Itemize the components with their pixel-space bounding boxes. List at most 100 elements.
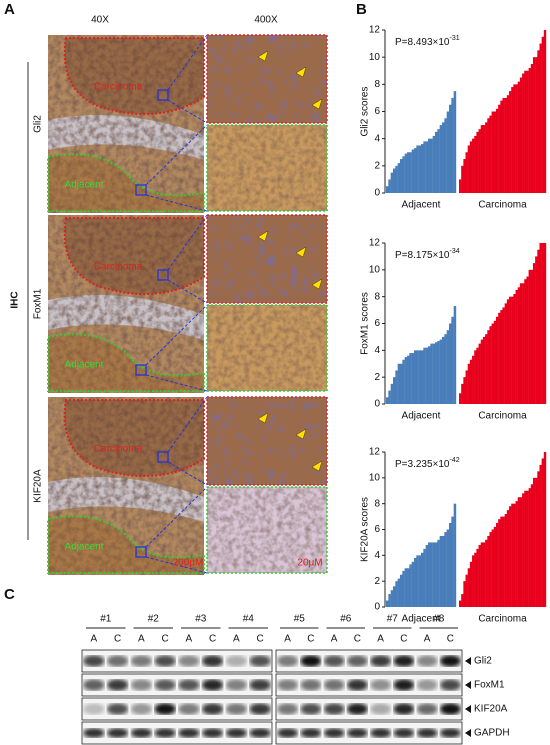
bar (541, 458, 545, 607)
protein-label: KIF20A (474, 704, 508, 715)
y-tick-label: 10 (369, 472, 381, 483)
bar (421, 552, 424, 607)
row-label: Gli2 (33, 115, 44, 133)
lane-label: A (91, 634, 98, 645)
bar (461, 594, 464, 607)
region-label: Carcinoma (94, 82, 143, 93)
blot-band (249, 679, 271, 691)
blot-band (83, 728, 105, 738)
zoom-line (145, 556, 208, 574)
bar (532, 477, 536, 607)
lane-label: C (447, 634, 454, 645)
adjacent-region (47, 333, 205, 392)
region-label: Carcinoma (94, 262, 143, 273)
bar (493, 526, 497, 607)
bar (428, 542, 431, 607)
bar (386, 600, 389, 607)
bar (449, 523, 452, 607)
bar (517, 81, 521, 193)
bar (519, 283, 523, 404)
sample-label: #8 (433, 614, 445, 625)
bar (513, 84, 516, 193)
bar (498, 519, 501, 607)
bar (509, 506, 512, 607)
bar (430, 138, 433, 193)
blot-band (346, 679, 368, 691)
bar (461, 165, 464, 193)
lane-label: C (114, 634, 121, 645)
protein-label: GAPDH (474, 728, 510, 739)
bar (519, 77, 523, 193)
bar (522, 283, 525, 404)
row-label: FoxM1 (33, 288, 44, 319)
side-label: IHC (10, 291, 21, 308)
magnified-frame (206, 34, 328, 124)
blot-band (370, 679, 392, 691)
blot-band (370, 703, 392, 715)
magnified-frame (206, 304, 328, 392)
bar (502, 97, 505, 193)
blot-band (393, 655, 415, 667)
bar (478, 343, 481, 404)
region-label: Carcinoma (94, 444, 143, 455)
blot-band (439, 679, 461, 691)
category-label: Carcinoma (478, 200, 527, 211)
zoom-line (167, 461, 208, 486)
bar (432, 542, 436, 607)
bar (539, 43, 542, 194)
y-tick-label: 2 (374, 160, 380, 171)
bar (386, 186, 389, 193)
blot-band (300, 679, 322, 691)
bar (411, 561, 415, 607)
y-tick-label: 8 (374, 498, 380, 509)
bar (453, 306, 457, 404)
category-label: Adjacent (402, 200, 441, 211)
lane-label: A (233, 634, 240, 645)
bar (489, 326, 492, 404)
bar (446, 529, 450, 607)
bar (543, 30, 547, 193)
bar (476, 347, 479, 404)
bar (474, 552, 477, 607)
zoom-line (145, 304, 208, 366)
bar (487, 118, 490, 193)
zoom-box (157, 89, 169, 101)
bar (491, 323, 494, 404)
blot-band (393, 679, 415, 691)
row-label: KIF20A (33, 469, 44, 503)
blot-band (106, 728, 129, 738)
y-tick-label: 10 (369, 264, 381, 275)
blot-band (323, 679, 345, 691)
bar (498, 104, 501, 193)
bar (430, 343, 433, 404)
bar (539, 464, 542, 607)
bar (476, 131, 479, 193)
bar (446, 111, 450, 193)
bar (465, 152, 468, 193)
blot-band (83, 679, 105, 691)
panel-label: C (4, 586, 15, 603)
bar (393, 377, 396, 404)
region-label: Adjacent (65, 542, 104, 553)
bar (472, 138, 475, 193)
bar (522, 493, 525, 607)
bar (478, 545, 481, 607)
blot-band (249, 655, 271, 667)
blot-band (130, 728, 153, 738)
bar (428, 138, 431, 193)
blot-band (370, 728, 392, 738)
bar (530, 63, 534, 194)
bar (465, 574, 468, 607)
bar (411, 149, 415, 193)
y-tick-label: 12 (369, 25, 381, 36)
bar (453, 91, 457, 193)
blot-strip (275, 721, 463, 745)
bar (395, 165, 398, 193)
label-arrow (465, 681, 471, 689)
bar (498, 312, 501, 404)
bar (509, 296, 512, 404)
lane-label: A (138, 634, 145, 645)
bar (404, 568, 408, 607)
bar (397, 363, 401, 404)
bar (524, 279, 527, 404)
